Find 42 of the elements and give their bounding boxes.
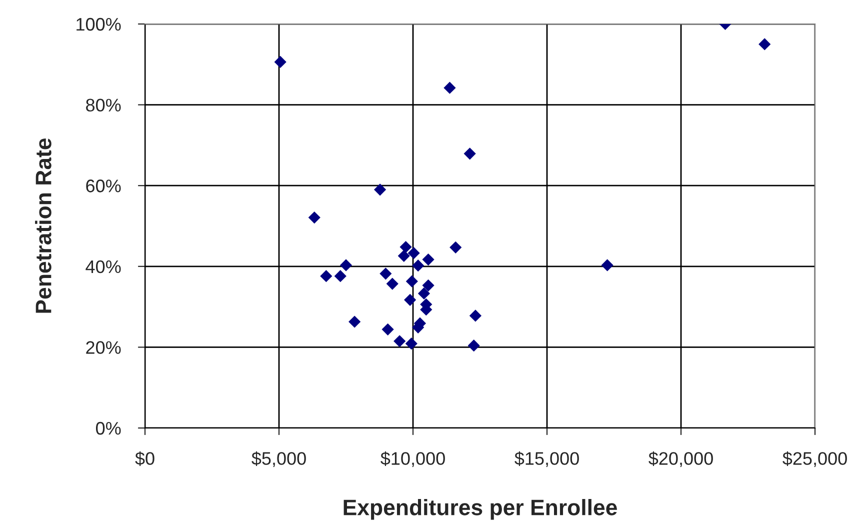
point [348, 316, 361, 328]
point [274, 56, 286, 68]
x-tick-label: $20,000 [648, 451, 713, 468]
point [404, 294, 416, 306]
y-tick-label: 80% [86, 98, 121, 112]
point [400, 240, 412, 254]
point [468, 340, 480, 352]
x-tick-label: $5,000 [252, 451, 306, 468]
point [469, 310, 482, 322]
point [398, 250, 410, 262]
y-tick-label: 40% [86, 260, 121, 274]
point [386, 278, 398, 290]
point [601, 259, 614, 272]
y-tick-label: 100% [76, 18, 121, 31]
point [450, 241, 462, 254]
point [382, 323, 394, 336]
point [422, 253, 434, 266]
point [406, 275, 418, 288]
point [374, 184, 386, 196]
point [422, 279, 434, 292]
y-axis-title: Penetration Rate [35, 138, 52, 313]
point [412, 260, 424, 272]
point [418, 287, 430, 300]
y-tick-label: 60% [86, 180, 121, 192]
point [408, 247, 420, 260]
point [444, 82, 456, 94]
x-tick-label: $25,000 [782, 451, 847, 468]
point [758, 38, 771, 50]
point [308, 211, 320, 224]
point [334, 270, 346, 282]
point [394, 335, 406, 348]
point [380, 268, 392, 280]
point [405, 338, 418, 350]
point [320, 270, 332, 282]
point [464, 148, 476, 160]
x-tick-label: $0 [135, 451, 154, 466]
y-tick-label: 20% [86, 341, 121, 354]
point [340, 259, 352, 272]
x-tick-label: $10,000 [380, 451, 445, 468]
y-tick-label: 0% [96, 422, 121, 435]
x-axis-title: Expenditures per Enrollee [344, 499, 617, 520]
x-tick-label: $15,000 [514, 451, 579, 468]
